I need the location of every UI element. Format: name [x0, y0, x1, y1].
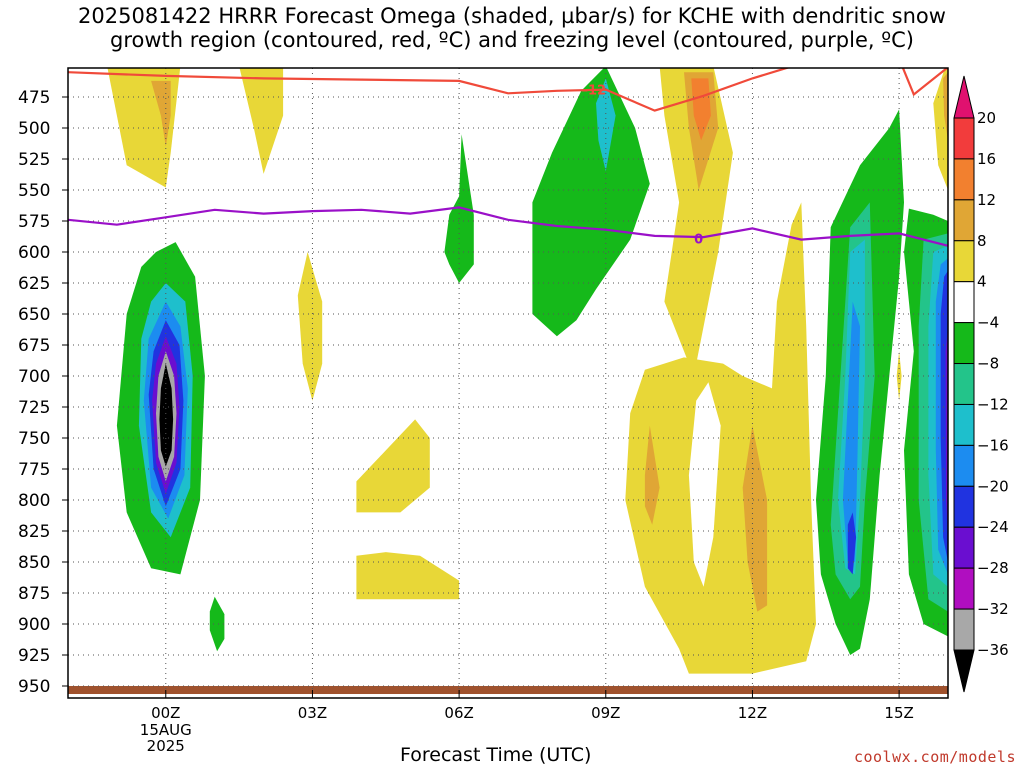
colorbar-label: 8: [977, 232, 987, 250]
x-tick-label: 15Z: [884, 704, 913, 722]
colorbar-label: −4: [977, 314, 999, 332]
colorbar-box: [953, 322, 975, 365]
x-tick-sublabel: 15AUG: [140, 721, 192, 739]
omega-region-37: [896, 351, 902, 401]
colorbar-box: [953, 485, 975, 528]
colorbar-label: −28: [977, 559, 1009, 577]
colorbar-box: [953, 240, 975, 283]
omega-region-9: [159, 363, 174, 467]
colorbar-label: −12: [977, 395, 1009, 413]
y-tick-label: 725: [18, 398, 50, 418]
colorbar-box: [953, 281, 975, 324]
colorbar-bottom-arrow: [953, 649, 975, 693]
omega-region-20: [625, 202, 816, 674]
omega-region-12: [356, 419, 430, 513]
y-tick-label: 650: [18, 305, 50, 325]
omega-region-13: [356, 552, 460, 600]
y-tick-label: 600: [18, 243, 50, 263]
omega-region-17: [659, 68, 733, 376]
y-tick-label: 850: [18, 553, 50, 573]
y-tick-label: 475: [18, 88, 50, 108]
colorbar-label: −32: [977, 600, 1009, 618]
y-tick-label: 875: [18, 584, 50, 604]
y-tick-label: 750: [18, 429, 50, 449]
colorbar-box: [953, 117, 975, 160]
x-axis-label: Forecast Time (UTC): [400, 744, 592, 766]
watermark: coolwx.com/models: [853, 748, 1016, 766]
plot-frame: [67, 67, 949, 699]
y-tick-label: 900: [18, 615, 50, 635]
y-tick-label: 775: [18, 460, 50, 480]
x-tick-sublabel: 2025: [147, 737, 185, 755]
colorbar-label: −36: [977, 641, 1009, 659]
omega-region-2: [239, 68, 284, 174]
y-tick-label: 925: [18, 646, 50, 666]
y-tick-label: 700: [18, 367, 50, 387]
colorbar-label: −20: [977, 477, 1009, 495]
y-tick-label: 950: [18, 677, 50, 697]
omega-region-21: [688, 382, 721, 587]
colorbar-box: [953, 567, 975, 610]
colorbar-box: [953, 444, 975, 487]
y-axis: 475 500 525 550 575 600 625 650 675 700 725 750 775 8…: [18, 88, 68, 697]
colorbar-label: −16: [977, 436, 1009, 454]
colorbar-box: [953, 403, 975, 446]
colorbar: 20 16 12 8 4 −4 −8 −12 −16 −20 −24 −28 −32 −36: [953, 75, 1009, 693]
y-tick-label: 625: [18, 274, 50, 294]
contour-label-m12: –12: [581, 84, 606, 99]
y-tick-label: 525: [18, 150, 50, 170]
x-tick-label: 00Z: [151, 704, 180, 722]
colorbar-label: −24: [977, 518, 1009, 536]
colorbar-box: [953, 608, 975, 651]
colorbar-label: −8: [977, 355, 999, 373]
chart-title-line2: growth region (contoured, red, ºC) and f…: [110, 28, 914, 52]
colorbar-box: [953, 363, 975, 405]
colorbar-top-arrow: [953, 75, 975, 119]
x-tick-label: 03Z: [298, 704, 327, 722]
omega-region-10: [209, 596, 225, 652]
terrain-strip: [68, 686, 948, 694]
x-tick-label: 12Z: [738, 704, 767, 722]
omega-region-11: [297, 252, 323, 401]
omega-region-15: [532, 68, 650, 337]
y-tick-label: 800: [18, 491, 50, 511]
contours: [68, 68, 948, 247]
y-tick-label: 575: [18, 212, 50, 232]
y-tick-label: 825: [18, 522, 50, 542]
omega-region-23: [742, 425, 768, 612]
colorbar-label: 4: [977, 273, 987, 291]
chart-title: 2025081422 HRRR Forecast Omega (shaded, …: [0, 4, 1024, 52]
omega-region-27: [842, 301, 860, 562]
colorbar-box: [953, 526, 975, 569]
colorbar-box: [953, 199, 975, 242]
y-tick-label: 500: [18, 119, 50, 139]
omega-region-1: [151, 80, 171, 147]
colorbar-label: 12: [977, 191, 996, 209]
omega-region-16: [596, 78, 616, 172]
y-tick-label: 550: [18, 181, 50, 201]
omega-shading: [107, 68, 948, 674]
contour-0: [68, 206, 948, 247]
y-tick-label: 675: [18, 336, 50, 356]
chart-title-line1: 2025081422 HRRR Forecast Omega (shaded, …: [78, 4, 946, 28]
x-tick-label: 09Z: [591, 704, 620, 722]
colorbar-box: [953, 158, 975, 201]
colorbar-label: 20: [977, 109, 996, 127]
grid: [68, 68, 948, 698]
contour--12: [68, 68, 948, 112]
omega-region-28: [847, 512, 857, 575]
omega-region-30: [943, 72, 948, 141]
colorbar-label: 16: [977, 150, 996, 168]
x-tick-label: 06Z: [444, 704, 473, 722]
contour-label-0: 0: [694, 232, 703, 247]
